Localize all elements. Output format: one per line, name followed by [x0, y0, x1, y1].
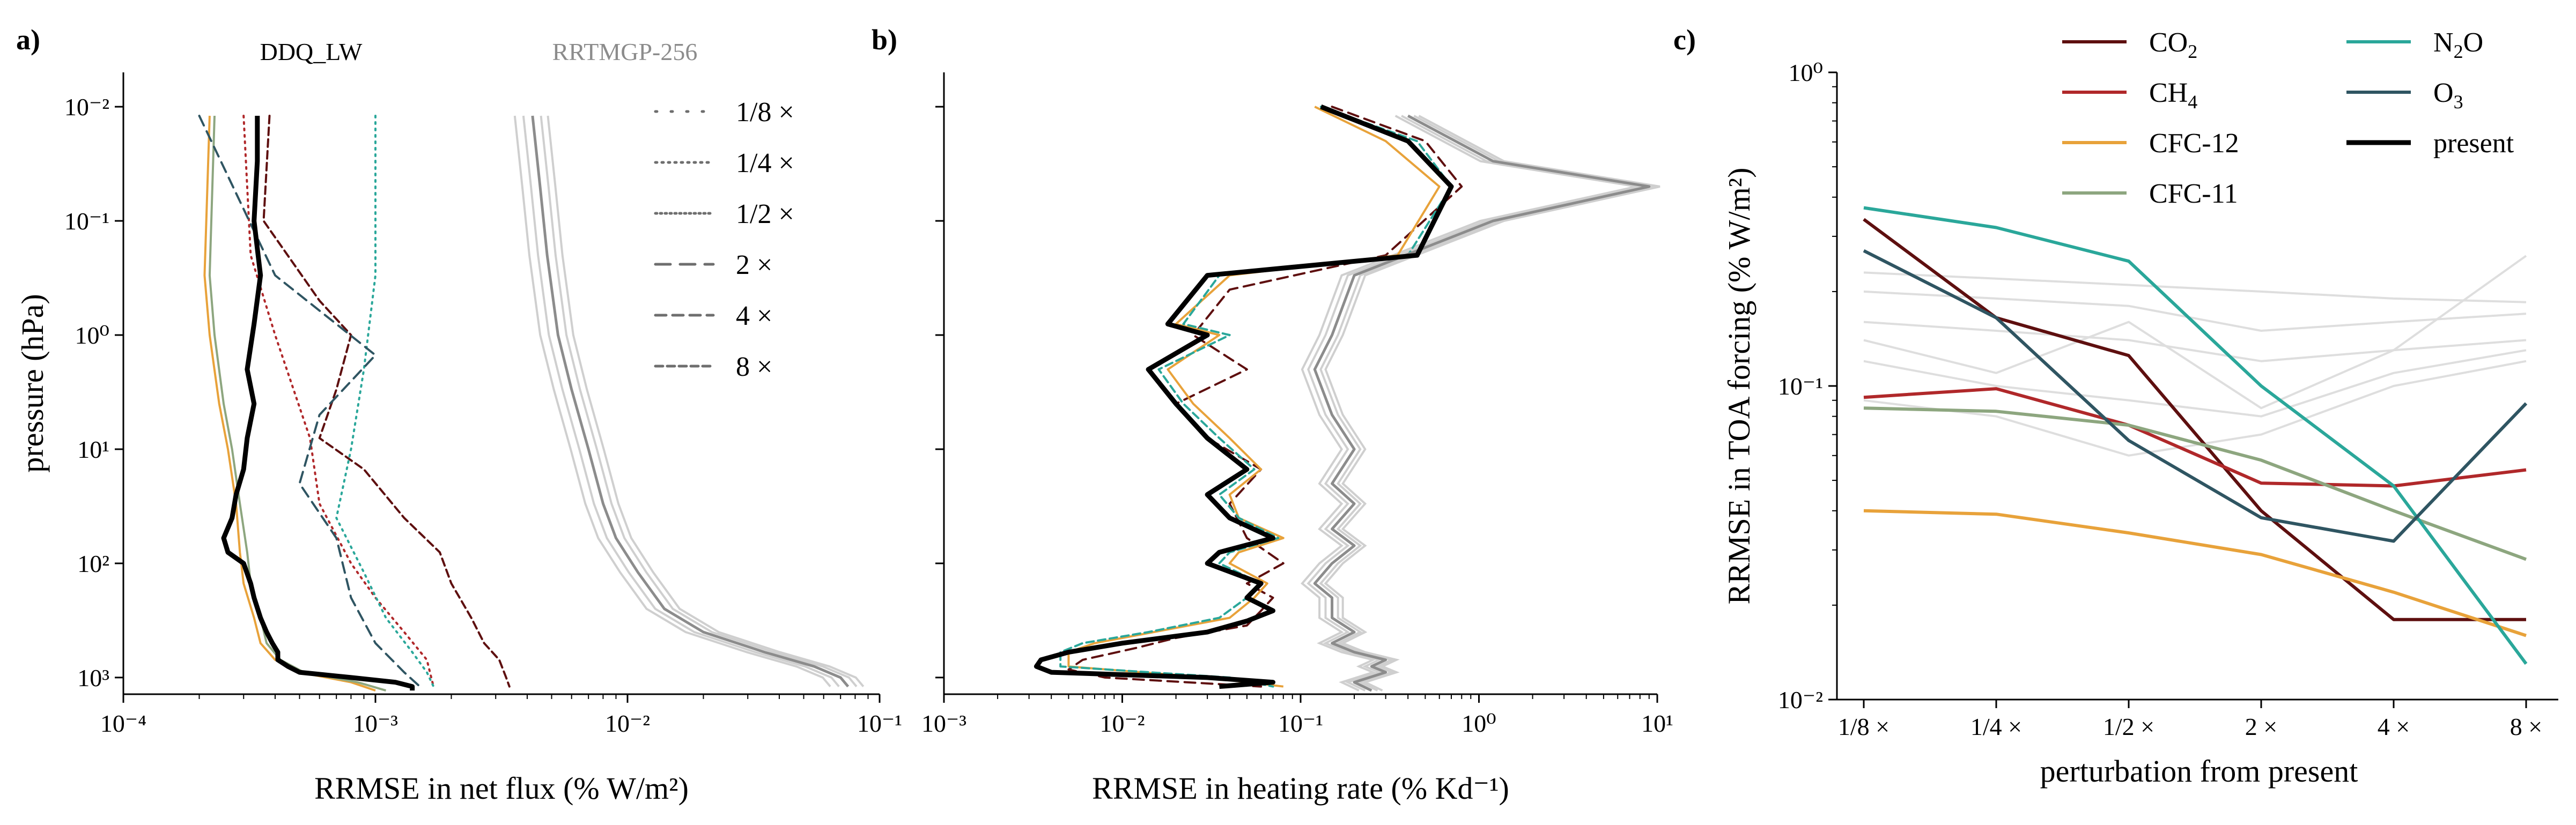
annotation-rrtmgp: RRTMGP-256	[552, 38, 698, 65]
panel-b-y-ticks	[935, 106, 944, 679]
panel-c-y-tick-label: 10⁻²	[1778, 686, 1823, 713]
panel-c-series-background-6	[1863, 255, 2527, 410]
panel-a-plot-area	[198, 115, 865, 692]
panel-b-x-tick-label: 10⁻¹	[1278, 710, 1323, 737]
panel-c-label: c)	[1673, 24, 1696, 56]
panel-b-series-present	[1034, 104, 1454, 689]
panel-c: c) 1/8 × 1/4 × 1/2 × 2 × 4 × 8 × 10⁻²10⁻¹10⁰ …	[1673, 24, 2558, 789]
legend-c-subscript: 3	[2454, 91, 2463, 113]
legend-c-label-cfc-11: CFC-11	[2149, 179, 2238, 209]
panel-c-series-n2o	[1863, 206, 2528, 665]
panel-c-series-background-3	[1863, 321, 2527, 362]
panel-a-series-cfc-11	[208, 115, 387, 692]
panel-a-series-co2	[262, 115, 511, 688]
panel-c-series-background-1	[1863, 271, 2527, 303]
legend-c-subscript: 2	[2454, 41, 2463, 62]
panel-a-y-tick-label: 10³	[77, 664, 109, 692]
panel-b-x-tick-label: 10⁰	[1462, 710, 1496, 737]
annotation-ddq-lw: DDQ_LW	[260, 38, 363, 65]
legend-a-label: 1/4 ×	[736, 148, 794, 179]
legend-c-subscript: 4	[2188, 91, 2197, 113]
panel-a-y-ticks: 10⁻² 10⁻¹ 10⁰ 10¹ 10² 10³	[64, 93, 123, 692]
legend-c-subscript: 2	[2188, 41, 2197, 62]
panel-b-label: b)	[872, 24, 897, 56]
panel-c-x-ticks: 1/8 × 1/4 × 1/2 × 2 × 4 × 8 ×	[1838, 700, 2542, 740]
panel-a-linestyle-legend: 1/8 × 1/4 × 1/2 × 2 × 4 × 8 ×	[654, 97, 794, 382]
panel-a-series-ch4	[242, 115, 435, 688]
legend-a-label: 1/8 ×	[736, 97, 794, 128]
panel-a-y-tick-label: 10⁻²	[64, 93, 109, 121]
panel-c-series-background-4	[1863, 349, 2527, 418]
panel-a-series-cfc-12	[203, 115, 376, 692]
panel-b-plot-area	[1034, 104, 1660, 692]
panel-a-rrtmgp-ensemble-line	[522, 115, 840, 687]
panel-b-x-tick-label: 10⁻²	[1099, 710, 1145, 737]
panel-c-series-ch4	[1863, 387, 2527, 488]
panel-a-x-ticks: 10⁻⁴ 10⁻³ 10⁻² 10⁻¹	[100, 694, 902, 737]
panel-c-series-background-5	[1863, 360, 2527, 457]
panel-b-rrtmgp-ensemble-line	[1324, 115, 1660, 692]
panel-c-x-tick-label: 1/2 ×	[2103, 713, 2154, 740]
legend-c-label-ch4: CH4	[2149, 78, 2197, 113]
panel-a-y-tick-label: 10⁻¹	[64, 207, 109, 235]
panel-a-series-o3	[198, 115, 421, 688]
panel-a-x-tick-label: 10⁻³	[353, 710, 398, 737]
panel-c-y-axis-label: RRMSE in TOA forcing (% W/m²)	[1722, 168, 1756, 605]
legend-c-label-n2o: N2O	[2433, 27, 2483, 62]
panel-c-x-tick-label: 1/8 ×	[1838, 713, 1889, 740]
panel-b-x-tick-label: 10⁻³	[921, 710, 966, 737]
legend-a-label: 4 ×	[736, 301, 772, 331]
panel-c-series-cfc-12	[1863, 509, 2527, 637]
panel-c-series-background-2	[1863, 290, 2527, 332]
panel-b-rrtmgp-ensemble-line	[1319, 115, 1656, 692]
panel-c-x-tick-label: 2 ×	[2245, 713, 2277, 740]
panel-a-x-tick-label: 10⁻¹	[857, 710, 902, 737]
panel-b-x-tick-label: 10¹	[1641, 710, 1673, 737]
legend-c-label-cfc-12: CFC-12	[2149, 128, 2239, 159]
panel-a-series-n2o	[335, 115, 435, 688]
panel-a: a) 10⁻⁴ 10⁻³ 10⁻² 10⁻¹ 10⁻² 10⁻¹ 10⁰ 10¹ 10² 10³…	[15, 24, 902, 806]
panel-a-y-tick-label: 10²	[77, 550, 109, 577]
panel-c-y-tick-label: 10⁰	[1789, 59, 1823, 86]
panel-a-rrtmgp-ensemble-line	[513, 115, 831, 687]
panel-a-series-rrtmgp-256	[531, 115, 850, 688]
panel-a-y-tick-label: 10¹	[77, 436, 109, 463]
legend-a-label: 8 ×	[736, 352, 772, 382]
panel-c-x-tick-label: 4 ×	[2378, 713, 2410, 740]
panel-c-x-axis-label: perturbation from present	[2040, 754, 2358, 789]
panel-b: b) 10⁻³ 10⁻² 10⁻¹ 10⁰ 10¹ RRMSE in heating r…	[872, 24, 1673, 806]
legend-a-label: 2 ×	[736, 250, 772, 280]
panel-a-label: a)	[16, 24, 40, 56]
legend-c-suffix: O	[2463, 27, 2484, 58]
panel-a-x-tick-label: 10⁻⁴	[100, 710, 146, 737]
legend-c-label-present: present	[2433, 128, 2514, 159]
legend-c-label-o3: O3	[2433, 78, 2463, 113]
panel-b-series-co2	[1067, 106, 1463, 688]
panel-a-y-tick-label: 10⁰	[75, 322, 109, 349]
panel-a-rrtmgp-ensemble-line	[547, 115, 865, 687]
panel-b-series-rrtmgp-256	[1313, 114, 1651, 692]
legend-a-label: 1/2 ×	[736, 199, 794, 229]
panel-c-x-tick-label: 1/4 ×	[1970, 713, 2022, 740]
legend-c-label-co2: CO2	[2149, 27, 2197, 62]
panel-c-x-tick-label: 8 ×	[2510, 713, 2542, 740]
panel-a-x-tick-label: 10⁻²	[605, 710, 650, 737]
panel-b-rrtmgp-ensemble-line	[1307, 115, 1643, 692]
panel-b-x-axis-label: RRMSE in heating rate (% Kd⁻¹)	[1092, 771, 1509, 806]
panel-c-series-o3	[1863, 249, 2528, 543]
panel-c-series-co2	[1863, 218, 2526, 621]
panel-a-x-axis-label: RRMSE in net flux (% W/m²)	[314, 771, 689, 806]
panel-a-series-present	[221, 116, 415, 691]
panel-c-plot-area	[1863, 206, 2528, 665]
panel-c-y-tick-label: 10⁻¹	[1778, 373, 1823, 400]
panel-a-rrtmgp-ensemble-line	[540, 115, 858, 687]
panel-a-y-axis-label: pressure (hPa)	[15, 294, 50, 472]
panel-b-rrtmgp-ensemble-line	[1301, 115, 1637, 692]
panel-b-x-ticks: 10⁻³ 10⁻² 10⁻¹ 10⁰ 10¹	[921, 694, 1673, 737]
panel-c-y-ticks: 10⁻² 10⁻¹ 10⁰	[1778, 59, 1837, 713]
